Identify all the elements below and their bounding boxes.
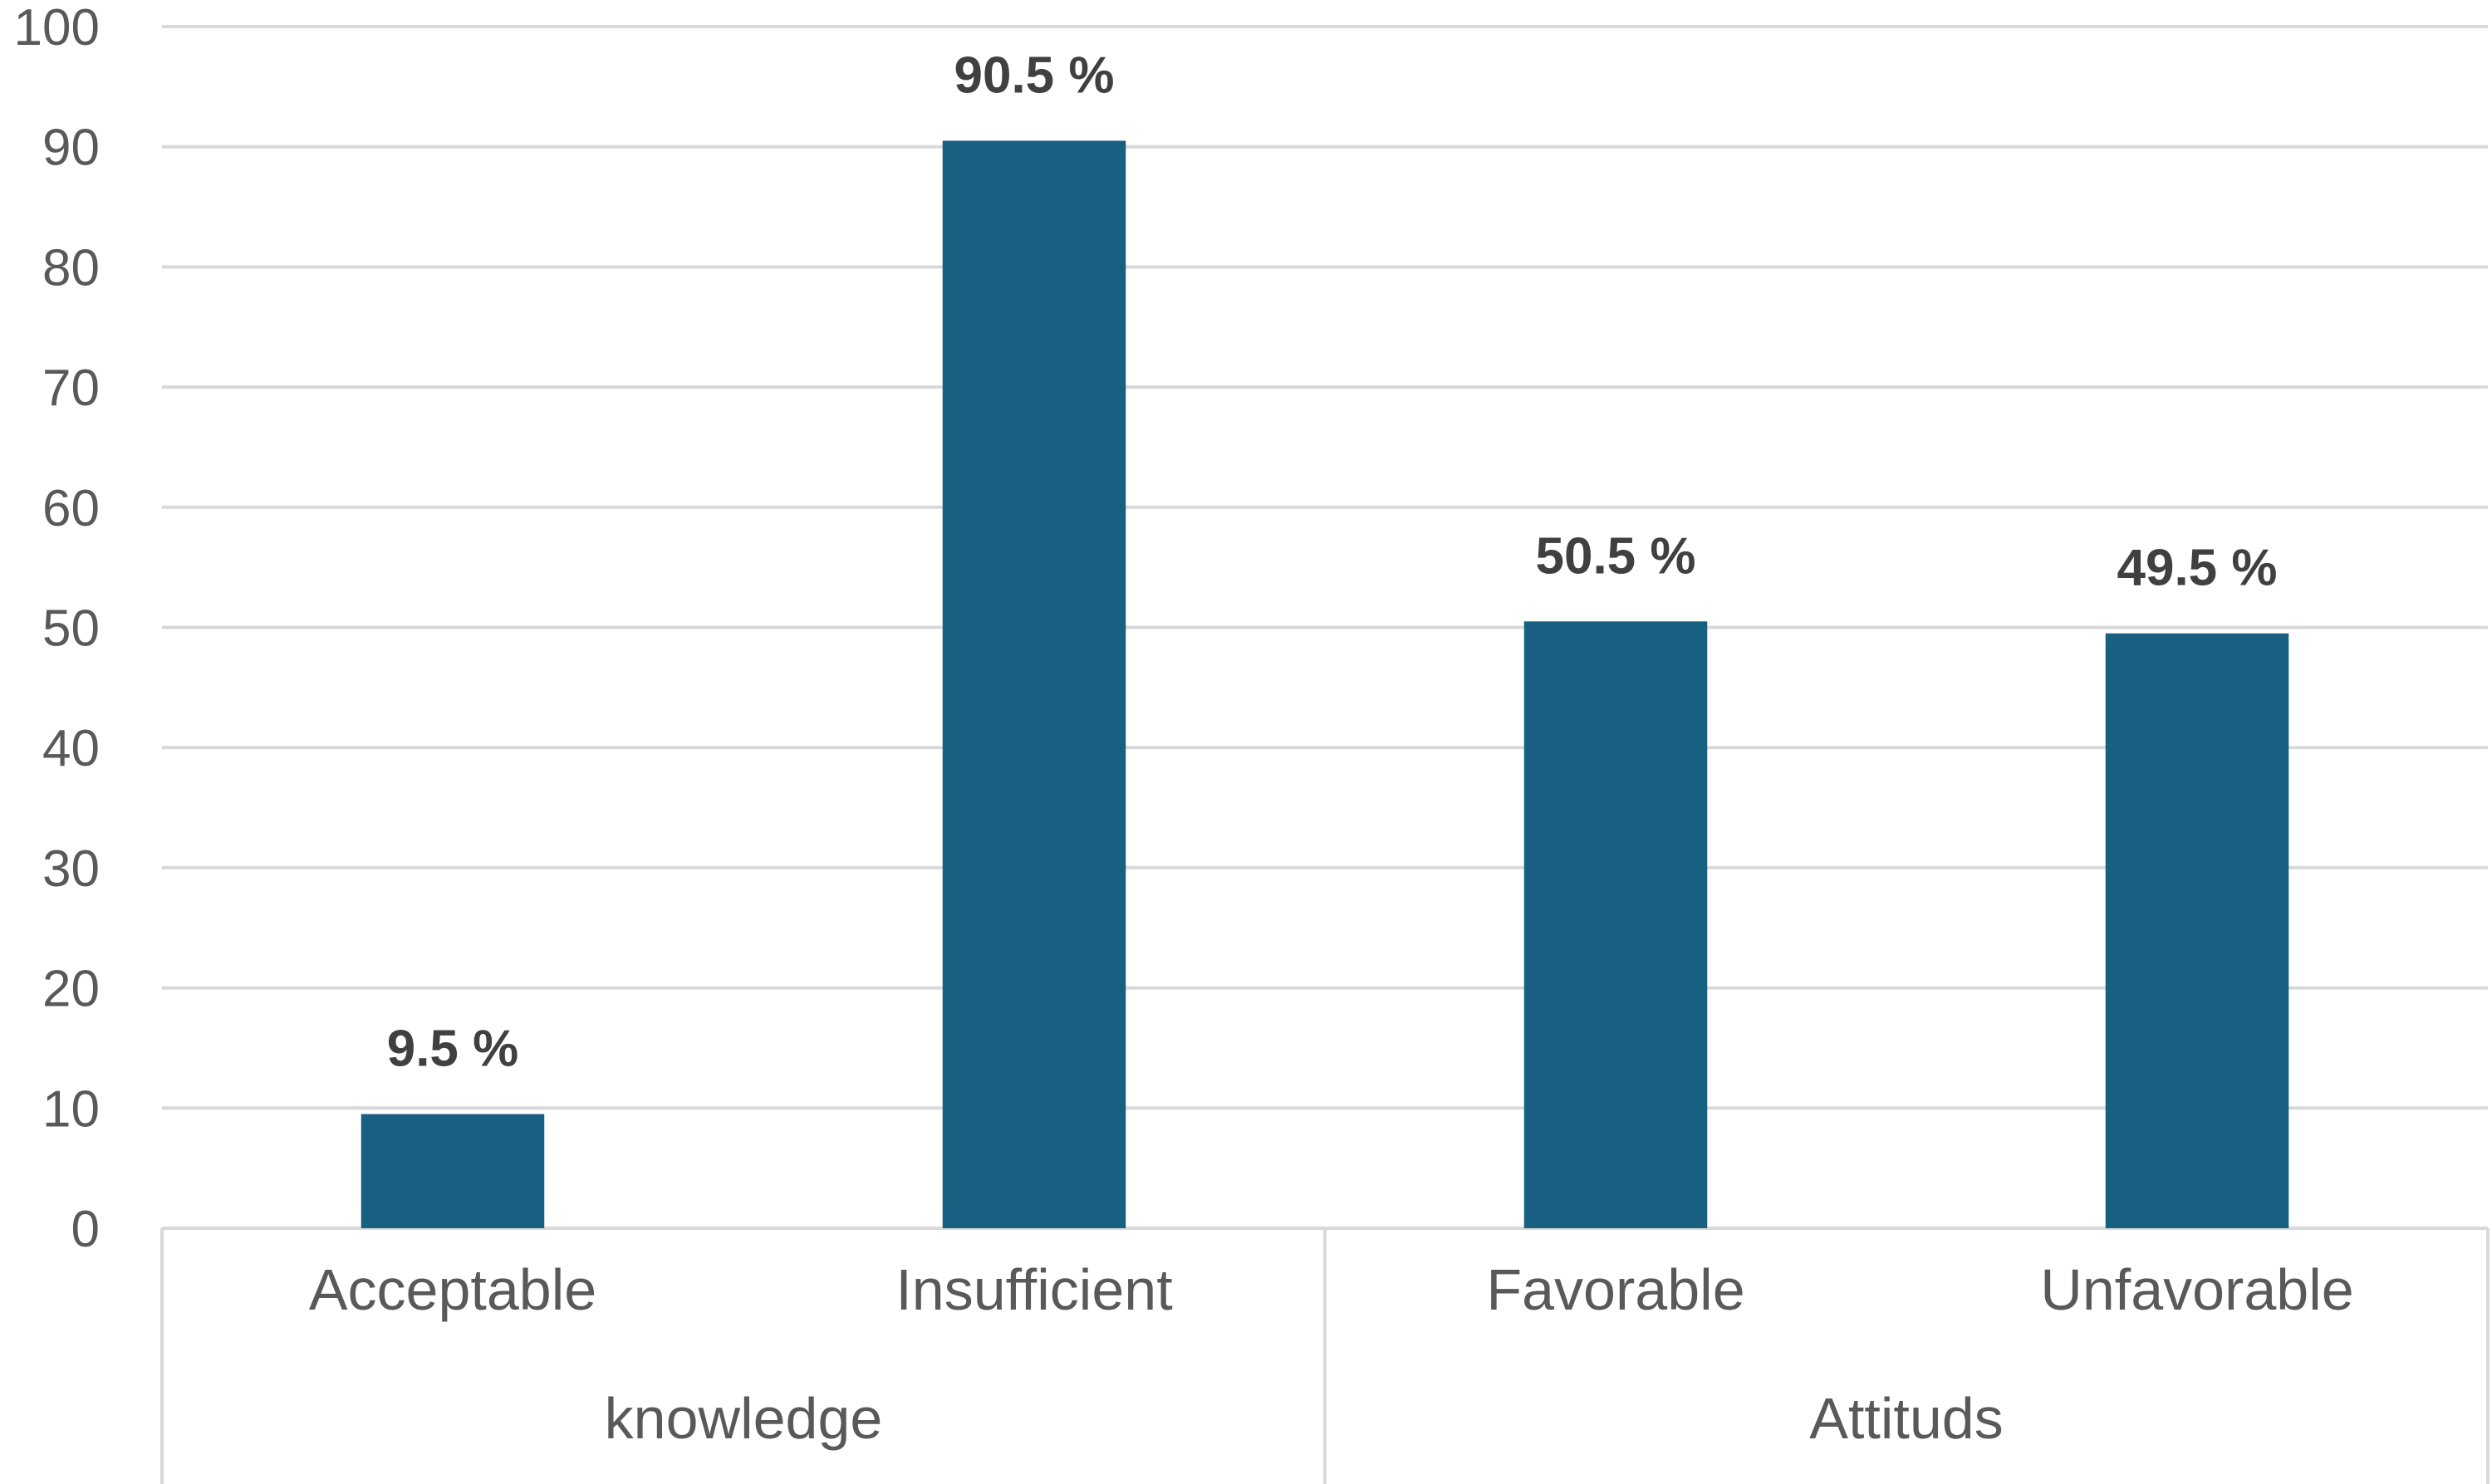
data-label-favorable: 50.5 % <box>1535 527 1695 585</box>
category-label-acceptable: Acceptable <box>309 1257 596 1322</box>
y-tick-label-100: 100 <box>14 0 100 56</box>
gridlines <box>162 25 2488 1110</box>
y-tick-label-40: 40 <box>42 720 100 777</box>
category-label-insufficient: Insufficient <box>895 1257 1172 1322</box>
bars <box>361 140 2289 1229</box>
y-tick-label-70: 70 <box>42 360 100 417</box>
category-label-favorable: Favorable <box>1486 1257 1744 1322</box>
data-label-unfavorable: 49.5 % <box>2117 540 2277 597</box>
y-tick-label-50: 50 <box>42 600 100 658</box>
bar-insufficient <box>942 140 1126 1229</box>
group-label-knowledge: knowledge <box>605 1386 883 1451</box>
category-label-unfavorable: Unfavorable <box>2040 1257 2353 1322</box>
axes <box>160 1227 2490 1484</box>
group-label-attituds: Attituds <box>1809 1386 2003 1451</box>
data-label-insufficient: 90.5 % <box>954 47 1114 104</box>
data-label-acceptable: 9.5 % <box>387 1021 519 1078</box>
y-tick-label-10: 10 <box>42 1080 100 1138</box>
y-tick-label-60: 60 <box>42 480 100 537</box>
bar-favorable <box>1523 621 1708 1228</box>
bar-unfavorable <box>2105 633 2289 1228</box>
y-tick-label-80: 80 <box>42 239 100 296</box>
bar-acceptable <box>361 1114 545 1228</box>
y-tick-label-90: 90 <box>42 120 100 177</box>
y-tick-label-20: 20 <box>42 961 100 1018</box>
y-tick-label-0: 0 <box>71 1201 100 1258</box>
y-tick-label-30: 30 <box>42 840 100 898</box>
labels: 0 10 20 30 40 50 60 70 80 90 100 9.5 % Acceptable 90.… <box>14 0 2354 1451</box>
